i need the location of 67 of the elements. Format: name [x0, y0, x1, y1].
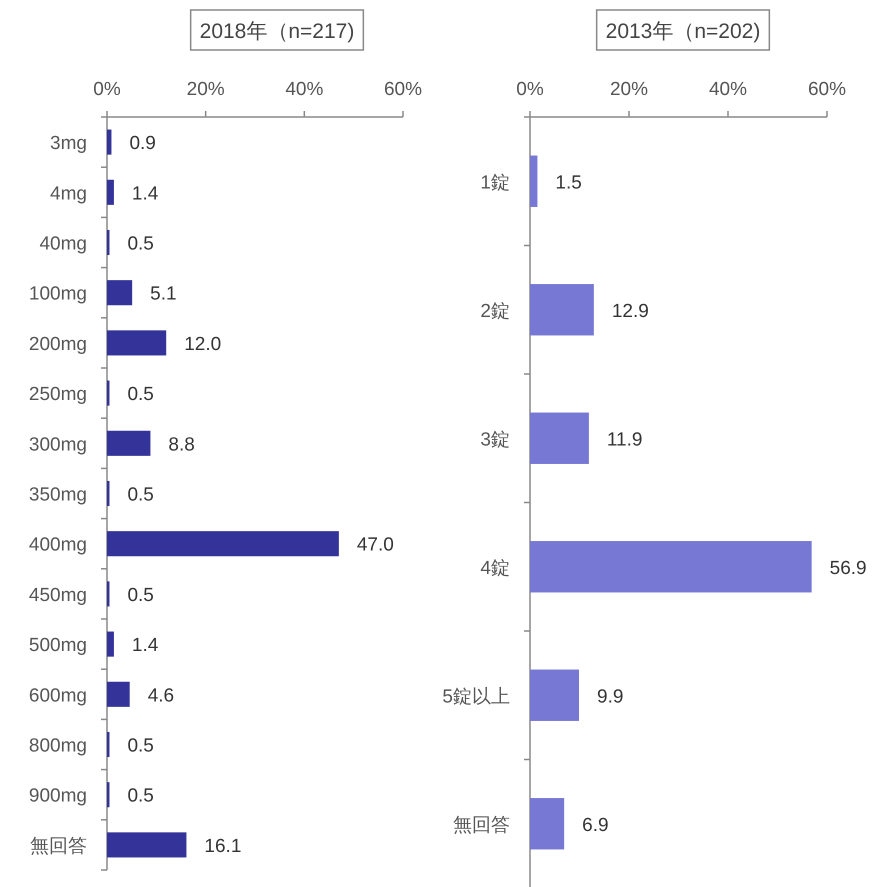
- y-tick-label: 450mg: [28, 584, 87, 606]
- data-label: 0.5: [127, 584, 154, 606]
- x-tick-label: 20%: [610, 79, 648, 100]
- y-tick-label: 350mg: [28, 484, 87, 506]
- data-label: 1.4: [132, 183, 159, 204]
- bar: [530, 798, 564, 850]
- bar: [107, 280, 132, 306]
- x-tick-label: 40%: [285, 79, 324, 100]
- x-tick-label: 60%: [384, 79, 422, 100]
- y-tick-label: 300mg: [28, 434, 87, 456]
- bar: [530, 156, 538, 207]
- y-tick-label: 3mg: [50, 133, 87, 154]
- data-label: 4.6: [148, 685, 174, 706]
- bar: [107, 531, 339, 556]
- x-tick-label: 0%: [93, 79, 121, 100]
- data-label: 0.5: [127, 786, 154, 807]
- chart-title: 2018年（n=217): [200, 20, 354, 43]
- y-tick-label: 40mg: [39, 234, 87, 254]
- y-tick-label: 400mg: [28, 534, 87, 556]
- bar: [107, 130, 112, 155]
- data-label: 5.1: [150, 284, 177, 305]
- data-label: 1.4: [132, 635, 159, 656]
- y-tick-label: 250mg: [28, 384, 87, 406]
- chart-title: 2013年（n=202): [606, 20, 760, 43]
- y-tick-label: 4錠: [480, 558, 510, 579]
- x-tick-label: 40%: [708, 79, 748, 100]
- data-label: 6.9: [582, 814, 609, 836]
- y-tick-label: 1錠: [480, 172, 510, 194]
- x-tick-label: 20%: [186, 79, 225, 100]
- data-label: 0.9: [129, 133, 156, 154]
- bar: [107, 682, 130, 707]
- x-tick-label: 60%: [808, 79, 846, 100]
- data-label: 47.0: [356, 534, 394, 556]
- bar: [107, 832, 186, 858]
- y-tick-label: 500mg: [28, 635, 87, 656]
- y-tick-label: 2錠: [480, 300, 510, 322]
- y-tick-label: 800mg: [28, 736, 87, 756]
- bar: [530, 284, 594, 336]
- y-tick-label: 600mg: [28, 685, 87, 706]
- y-tick-label: 無回答: [453, 814, 510, 836]
- data-label: 0.5: [127, 736, 154, 756]
- bar: [107, 330, 166, 356]
- bar: [530, 412, 589, 464]
- y-tick-label: 100mg: [28, 284, 87, 305]
- y-tick-label: 900mg: [28, 786, 87, 807]
- bar: [530, 541, 812, 592]
- bar: [107, 632, 114, 657]
- data-label: 12.9: [612, 300, 649, 322]
- data-label: 12.0: [184, 334, 222, 355]
- bar: [107, 180, 114, 205]
- data-label: 0.5: [127, 234, 154, 254]
- data-label: 0.5: [127, 384, 154, 406]
- y-tick-label: 200mg: [28, 334, 87, 355]
- y-tick-label: 5錠以上: [442, 686, 510, 708]
- data-label: 56.9: [830, 558, 867, 579]
- data-label: 8.8: [168, 434, 195, 456]
- bar: [530, 670, 580, 721]
- data-label: 16.1: [204, 836, 242, 857]
- y-tick-label: 3錠: [480, 429, 510, 450]
- data-label: 0.5: [127, 484, 154, 506]
- x-tick-label: 0%: [516, 79, 544, 100]
- bar: [107, 430, 150, 456]
- y-tick-label: 4mg: [50, 183, 87, 204]
- y-tick-label: 無回答: [30, 836, 87, 857]
- data-label: 9.9: [597, 686, 624, 708]
- data-label: 1.5: [555, 172, 582, 194]
- data-label: 11.9: [606, 429, 642, 450]
